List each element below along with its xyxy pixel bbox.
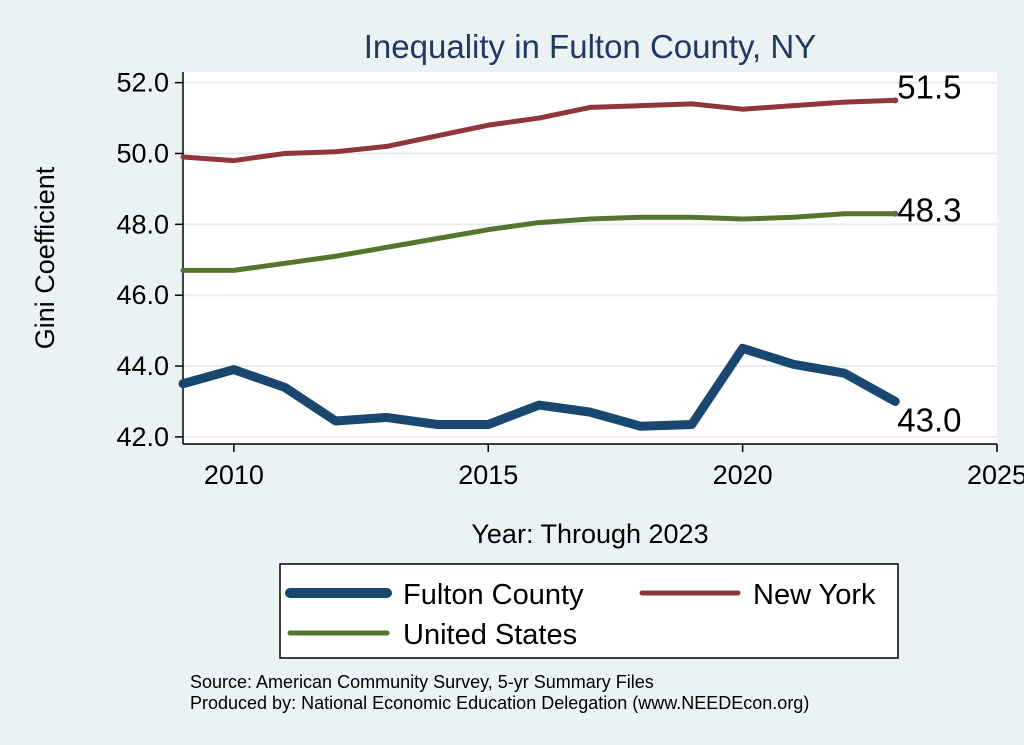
x-tick-label-2025: 2025 bbox=[967, 460, 1024, 490]
x-axis-label: Year: Through 2023 bbox=[471, 519, 708, 549]
y-tick-label-52: 52.0 bbox=[116, 68, 169, 98]
series-lines bbox=[178, 97, 900, 431]
source-note: Source: American Community Survey, 5-yr … bbox=[190, 672, 654, 692]
end-label-fulton-county: 43.0 bbox=[897, 401, 961, 438]
y-tick-label-46: 46.0 bbox=[116, 280, 169, 310]
y-tick-label-44: 44.0 bbox=[116, 351, 169, 381]
y-tick-label-42: 42.0 bbox=[116, 422, 169, 452]
end-marker-united-states bbox=[892, 210, 899, 217]
legend: Fulton County New York United States bbox=[279, 563, 899, 659]
y-axis-label: Gini Coefficient bbox=[30, 166, 60, 349]
series-line-united-states bbox=[180, 211, 898, 273]
y-tick-label-50: 50.0 bbox=[116, 138, 169, 168]
series-line-new-york bbox=[180, 97, 898, 164]
end-label-united-states: 48.3 bbox=[897, 192, 961, 229]
x-ticks: 2010 2015 2020 2025 bbox=[204, 444, 1024, 490]
y-tick-label-48: 48.0 bbox=[116, 209, 169, 239]
end-labels: 43.0 51.5 48.3 bbox=[897, 68, 961, 438]
chart-title: Inequality in Fulton County, NY bbox=[364, 28, 816, 65]
end-marker-fulton-county bbox=[892, 398, 899, 405]
end-label-new-york: 51.5 bbox=[897, 68, 961, 105]
legend-label-new-york: New York bbox=[753, 579, 876, 611]
y-ticks: 42.0 44.0 46.0 48.0 50.0 52.0 bbox=[116, 68, 183, 452]
legend-label-united-states: United States bbox=[403, 619, 577, 651]
legend-label-fulton-county: Fulton County bbox=[403, 579, 584, 611]
end-marker-new-york bbox=[892, 97, 899, 104]
x-tick-label-2020: 2020 bbox=[713, 460, 773, 490]
x-tick-label-2015: 2015 bbox=[458, 460, 518, 490]
legend-box bbox=[279, 563, 899, 659]
produced-by-note: Produced by: National Economic Education… bbox=[190, 693, 809, 713]
x-tick-label-2010: 2010 bbox=[204, 460, 264, 490]
series-line-fulton-county bbox=[178, 343, 900, 431]
